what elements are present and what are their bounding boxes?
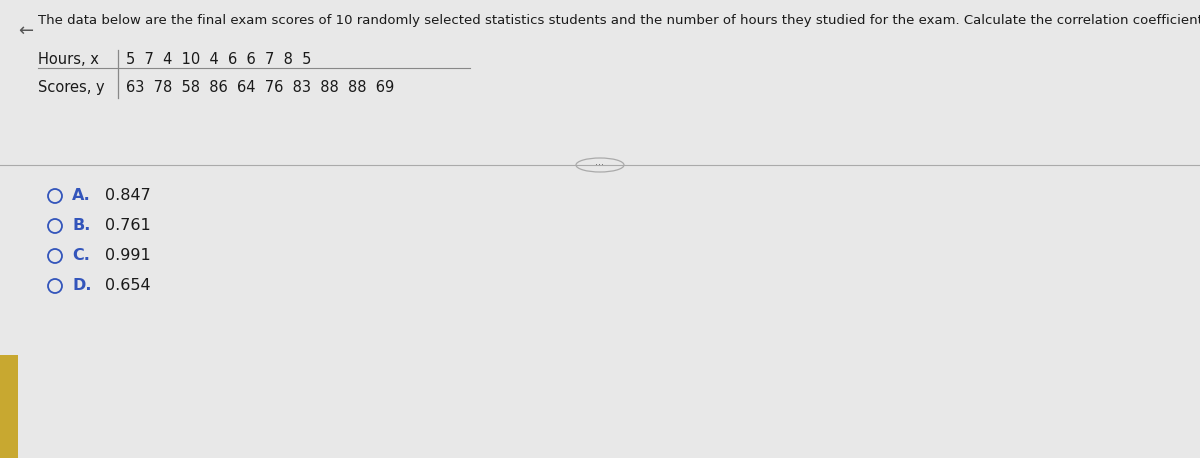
Bar bbox=[0, 355, 18, 458]
Text: 0.991: 0.991 bbox=[106, 249, 151, 263]
Ellipse shape bbox=[576, 158, 624, 172]
Text: 5  7  4  10  4  6  6  7  8  5: 5 7 4 10 4 6 6 7 8 5 bbox=[126, 52, 311, 67]
Text: 0.761: 0.761 bbox=[106, 218, 151, 234]
Text: Hours, x: Hours, x bbox=[38, 52, 98, 67]
Text: 0.654: 0.654 bbox=[106, 278, 151, 294]
Text: Scores, y: Scores, y bbox=[38, 80, 104, 95]
Text: ←: ← bbox=[18, 22, 34, 40]
Text: B.: B. bbox=[72, 218, 90, 234]
Text: 0.847: 0.847 bbox=[106, 189, 151, 203]
Text: A.: A. bbox=[72, 189, 91, 203]
Text: D.: D. bbox=[72, 278, 91, 294]
Text: 63  78  58  86  64  76  83  88  88  69: 63 78 58 86 64 76 83 88 88 69 bbox=[126, 80, 395, 95]
Text: The data below are the final exam scores of 10 randomly selected statistics stud: The data below are the final exam scores… bbox=[38, 14, 1200, 27]
Text: C.: C. bbox=[72, 249, 90, 263]
Text: ···: ··· bbox=[595, 160, 605, 170]
